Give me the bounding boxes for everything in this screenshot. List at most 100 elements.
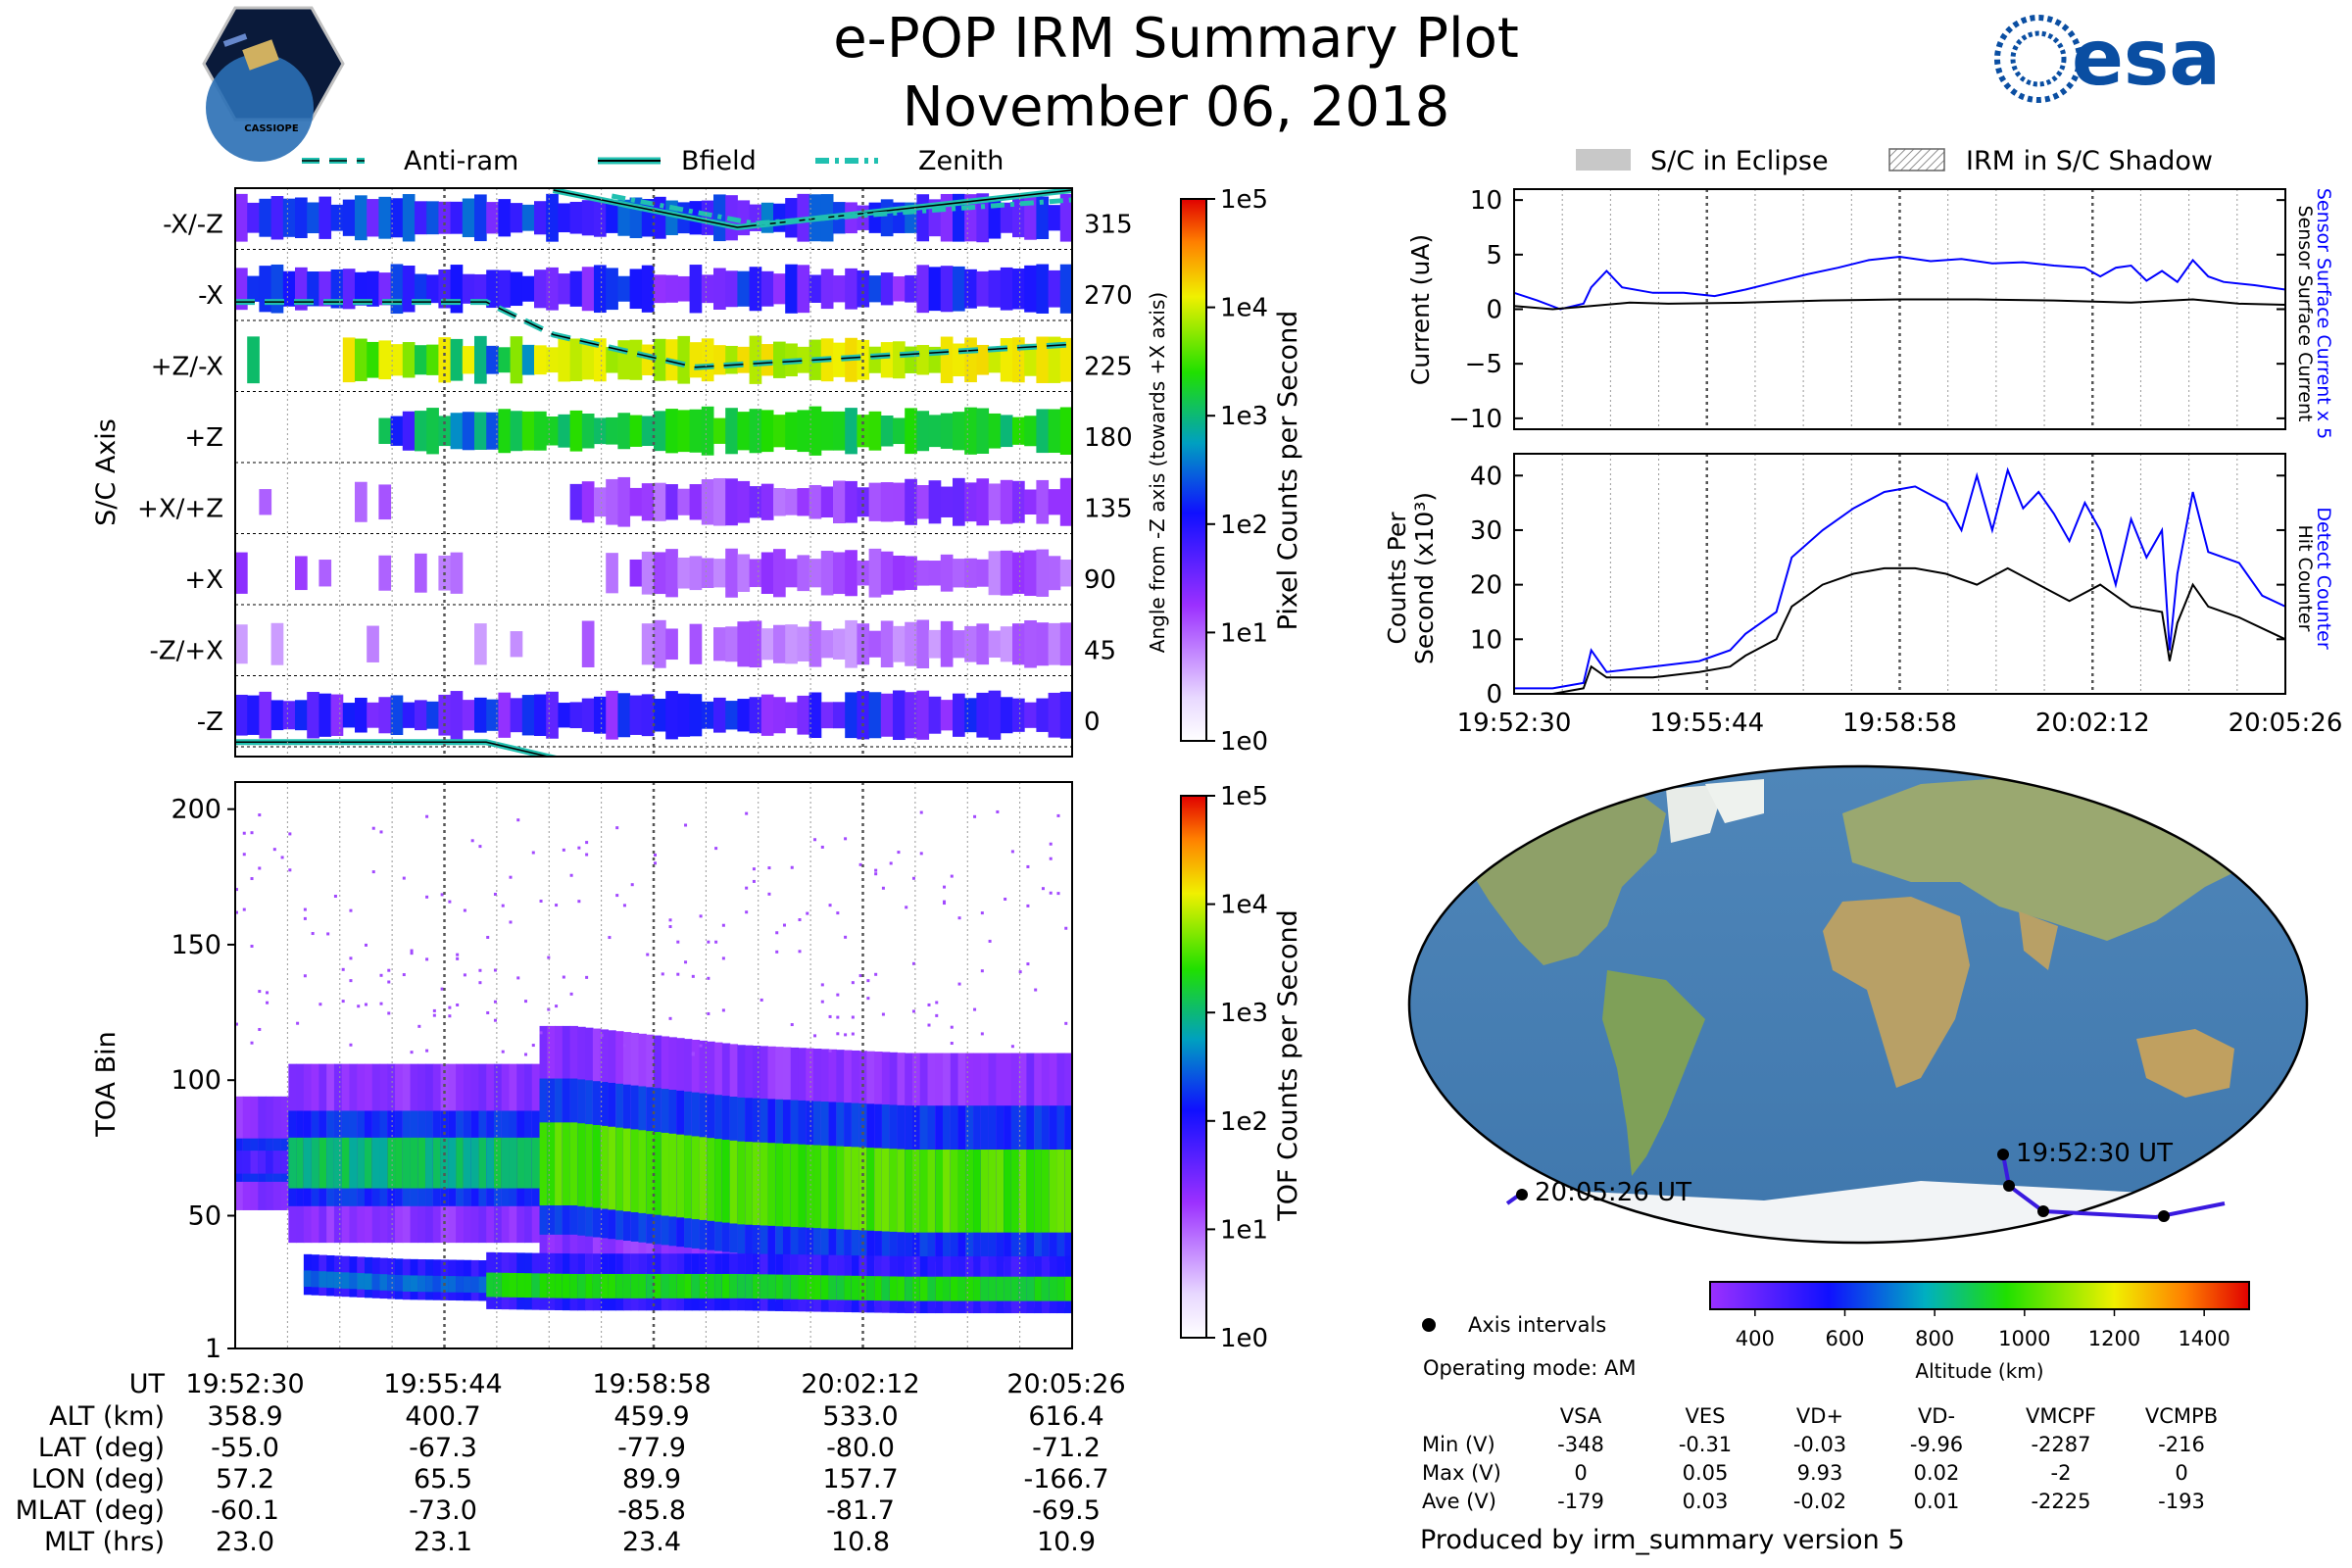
toa-core-cell [622, 1128, 632, 1212]
sc-spectrogram-cell [521, 411, 535, 451]
toa-core-cell [707, 1138, 715, 1221]
toa-speckle [577, 846, 581, 850]
ut-value: 19:55:44 [383, 1369, 502, 1399]
toa-lower-core-cell [577, 1273, 586, 1298]
toa-column [509, 875, 517, 1310]
sc-spectrogram-cell [785, 624, 798, 664]
toa-core-cell [562, 1122, 571, 1205]
toa-lower-core-cell [501, 1272, 511, 1298]
toa-speckle [858, 974, 862, 978]
sc-spectrogram-cell [654, 619, 666, 668]
toa-speckle [516, 818, 520, 822]
toa-speckle [440, 987, 444, 991]
cnt-ytick-label: 40 [1470, 462, 1502, 491]
toa-column [555, 904, 564, 1311]
sc-spectrogram-cell [820, 269, 834, 310]
sc-spectrogram-cell [964, 698, 977, 733]
sc-axis-tick-label: +X [184, 565, 223, 595]
toa-speckle [782, 923, 786, 927]
toa-speckle [470, 839, 474, 843]
sc-spectrogram-cell [665, 484, 678, 520]
sc-spectrogram-cell [629, 695, 643, 735]
sc-axis-ylabel: S/C Axis [91, 418, 122, 526]
ephemeris-value: 23.4 [622, 1527, 681, 1557]
toa-speckle [745, 910, 749, 914]
sc-spectrogram-cell [498, 270, 512, 308]
sc-spectrogram-cell [521, 204, 535, 231]
toa-lower-core-cell [311, 1270, 319, 1288]
sc-spectrogram-cell [988, 347, 1002, 373]
sc-spectrogram-cell [880, 342, 894, 378]
sc-spectrogram-cell [606, 690, 618, 740]
toa-column [760, 998, 769, 1311]
sc-spectrogram-cell [606, 202, 618, 233]
pixel-colorbar-label: Pixel Counts per Second [1273, 311, 1303, 631]
toa-column [410, 949, 418, 1300]
colorbar-tick-label: 1e0 [1220, 727, 1268, 757]
sc-spectrogram-cell [654, 196, 666, 239]
sc-spectrogram-cell [845, 692, 858, 739]
toa-lower-core-cell [410, 1275, 418, 1293]
sc-spectrogram-cell [641, 416, 655, 447]
sc-spectrogram-cell [713, 345, 726, 375]
voltage-value: -2287 [2031, 1433, 2090, 1456]
sc-spectrogram-cell [737, 480, 751, 523]
sc-spectrogram-cell [390, 198, 404, 238]
toa-speckle [707, 1011, 710, 1015]
sc-spectrogram-cell [976, 344, 990, 375]
voltage-row-label: Max (V) [1422, 1461, 1501, 1485]
toa-lower-core-cell [729, 1273, 738, 1298]
sc-spectrogram-cell [916, 560, 930, 586]
toa-speckle [585, 853, 589, 857]
page-date: November 06, 2018 [903, 75, 1450, 139]
toa-speckle [721, 1008, 725, 1012]
toa-lower-core-cell [1049, 1276, 1058, 1301]
sc-spectrogram-cell [905, 408, 917, 455]
sc-spectrogram-cell [928, 629, 942, 659]
toa-lower-core-cell [881, 1276, 891, 1301]
voltage-value: 9.93 [1797, 1461, 1843, 1485]
toa-speckle [417, 1024, 421, 1028]
toa-speckle [973, 1007, 977, 1011]
toa-speckle [1049, 891, 1053, 895]
sc-spectrogram-cell [1036, 622, 1050, 666]
ephemeris-value: -81.7 [826, 1495, 895, 1526]
toa-lower-core-cell [691, 1273, 701, 1298]
cnt-ytick-label: 30 [1470, 516, 1502, 546]
cur-ytick-label: 0 [1486, 296, 1502, 325]
sc-spectrogram-cell [689, 694, 703, 737]
sc-spectrogram-cell [1000, 626, 1013, 662]
toa-speckle [866, 979, 870, 983]
sc-spectrogram-cell [378, 555, 392, 591]
toa-speckle [950, 874, 954, 878]
toa-speckle [1026, 962, 1030, 966]
sc-spectrogram-cell [1059, 560, 1072, 587]
toa-column [417, 1024, 426, 1300]
toa-core-cell [881, 1148, 891, 1232]
sc-spectrogram-cell [797, 410, 810, 453]
sc-spectrogram-cell [737, 412, 751, 451]
sc-angle-tick-label: 225 [1084, 352, 1133, 381]
toa-speckle [630, 883, 634, 887]
toa-speckle [714, 847, 718, 851]
toa-lower-core-cell [919, 1276, 929, 1301]
sc-spectrogram-cell [1012, 416, 1025, 445]
sc-spectrogram-cell [964, 407, 977, 455]
sc-spectrogram-cell [594, 487, 607, 517]
sc-spectrogram-cell [713, 559, 726, 588]
toa-column [752, 867, 761, 1311]
toa-lower-core-cell [988, 1276, 997, 1301]
toa-lower-core-cell [630, 1273, 640, 1298]
toa-lower-core-cell [1064, 1276, 1072, 1301]
sc-spectrogram-cell [976, 478, 990, 526]
axis-interval-marker [2158, 1210, 2170, 1222]
sc-spectrogram-cell [606, 553, 618, 594]
toa-core-cell [691, 1136, 701, 1220]
sc-spectrogram-cell [1059, 337, 1072, 382]
toa-speckle [379, 830, 383, 834]
toa-speckle [622, 904, 626, 907]
toa-column [943, 885, 952, 1314]
shadow-legend-swatch [1888, 148, 1945, 172]
toa-speckle [919, 810, 923, 814]
sc-spectrogram-cell [247, 336, 260, 384]
